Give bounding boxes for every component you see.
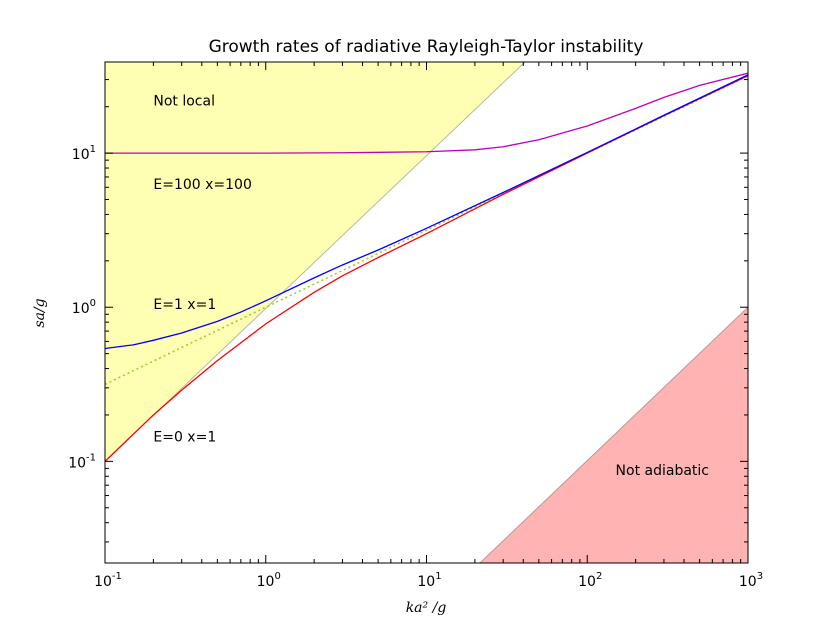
y-tick-label: 101 <box>72 144 96 163</box>
series-lines <box>105 72 748 462</box>
annotation-4: Not adiabatic <box>616 463 709 479</box>
x-tick-label: 103 <box>739 571 763 590</box>
x-tick-label: 100 <box>257 571 281 590</box>
y-axis-label: sa/g <box>32 298 48 327</box>
series-line-1 <box>105 74 748 350</box>
chart-title: Growth rates of radiative Rayleigh-Taylo… <box>209 37 644 57</box>
x-axis-label: ka² /g <box>406 600 447 616</box>
annotation-1: E=100 x=100 <box>153 177 252 193</box>
y-tick-label: 10-1 <box>68 452 96 471</box>
axis-ticks <box>104 62 749 563</box>
x-tick-label: 10-1 <box>94 571 122 590</box>
series-line-0 <box>105 72 748 154</box>
annotation-3: E=0 x=1 <box>153 429 216 445</box>
shaded-regions <box>105 62 748 563</box>
region-boundary-line <box>479 306 748 563</box>
annotation-2: E=1 x=1 <box>153 297 216 313</box>
tick-labels: 10-1 100 101 102 103 10-1 100 101 <box>68 144 763 590</box>
region-not-adiabatic <box>479 307 748 563</box>
region-boundary-line <box>105 62 526 462</box>
annotation-0: Not local <box>153 93 215 109</box>
annotations: Not local E=100 x=100 E=1 x=1 E=0 x=1 Not ad… <box>153 93 709 479</box>
y-tick-label: 100 <box>72 298 96 317</box>
x-tick-label: 102 <box>578 571 602 590</box>
x-tick-label: 101 <box>417 571 441 590</box>
